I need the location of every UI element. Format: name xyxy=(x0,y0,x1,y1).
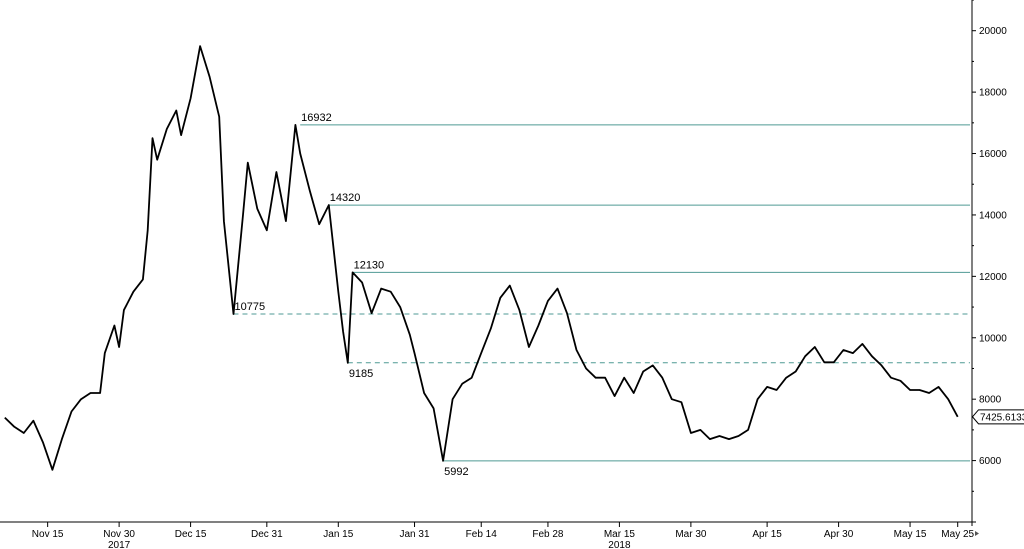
x-tick-label: Jan 15 xyxy=(323,529,353,540)
x-tick-label: May 25 xyxy=(941,529,974,540)
x-tick-label: Nov 15 xyxy=(32,529,64,540)
last-price-label: 7425.6133 xyxy=(980,412,1024,423)
year-label: 2017 xyxy=(108,540,131,549)
x-tick-label: Apr 15 xyxy=(752,529,782,540)
level-lines xyxy=(233,124,970,462)
last-price-box xyxy=(971,409,1024,425)
y-tick-label: 6000 xyxy=(979,456,1002,467)
y-tick-label: 20000 xyxy=(979,26,1007,37)
y-tick-label: 12000 xyxy=(979,272,1007,283)
year-label: 2018 xyxy=(608,540,631,549)
y-tick-label: 16000 xyxy=(979,149,1007,160)
last-price-tag: 7425.6133 xyxy=(971,409,1024,425)
y-tick-label: 18000 xyxy=(979,88,1007,99)
level-label-16932: 16932 xyxy=(301,112,332,124)
x-tick-label: Feb 14 xyxy=(466,529,498,540)
x-tick-label: Dec 15 xyxy=(175,529,207,540)
price-series xyxy=(4,45,959,471)
x-tick-label: May 15 xyxy=(894,529,927,540)
price-line xyxy=(4,45,959,471)
x-axis: Nov 15 Nov 30 Dec 15 Dec 31 Jan 15 Jan 31 Feb … xyxy=(0,521,979,549)
level-label-12130: 12130 xyxy=(354,259,385,271)
x-tick-label: Mar 30 xyxy=(675,529,707,540)
x-tick-label: Dec 31 xyxy=(251,529,283,540)
y-tick-label: 14000 xyxy=(979,210,1007,221)
x-tick-label: Jan 31 xyxy=(400,529,430,540)
level-label-9185: 9185 xyxy=(349,368,373,380)
x-tick-label: Mar 15 xyxy=(604,529,636,540)
level-label-14320: 14320 xyxy=(330,192,361,204)
level-label-10775: 10775 xyxy=(234,301,265,313)
x-tick-label: Feb 28 xyxy=(532,529,564,540)
x-tick-label: Apr 30 xyxy=(824,529,854,540)
x-axis-arrow-icon xyxy=(975,531,979,536)
level-labels: 16932 14320 12130 10775 9185 5992 xyxy=(234,112,468,478)
x-tick-label: Nov 30 xyxy=(103,529,135,540)
y-tick-label: 8000 xyxy=(979,395,1002,406)
y-tick-label: 10000 xyxy=(979,333,1007,344)
level-label-5992: 5992 xyxy=(444,466,468,478)
y-axis: 6000 8000 10000 12000 14000 16000 18000 20000 xyxy=(971,0,1007,526)
